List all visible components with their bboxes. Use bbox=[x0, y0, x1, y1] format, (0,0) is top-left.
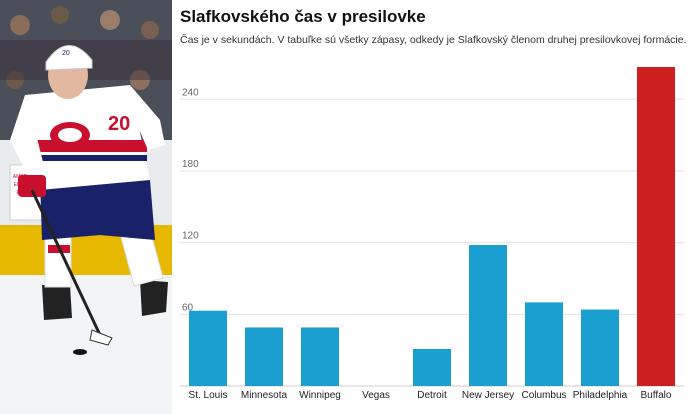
x-tick-label: Vegas bbox=[362, 390, 390, 401]
x-tick-label: Winnipeg bbox=[299, 390, 341, 401]
chart-title: Slafkovského čas v presilovke bbox=[180, 7, 426, 26]
bar-st-louis bbox=[188, 310, 228, 386]
y-tick-label: 120 bbox=[182, 231, 199, 242]
x-tick-label: St. Louis bbox=[189, 390, 228, 401]
bar-buffalo bbox=[636, 67, 676, 386]
x-tick-label: Columbus bbox=[521, 390, 566, 401]
y-tick-label: 60 bbox=[182, 302, 194, 313]
bar-new-jersey bbox=[468, 245, 508, 386]
x-tick-label: Philadelphia bbox=[573, 390, 628, 401]
svg-text:20: 20 bbox=[62, 50, 70, 57]
bar-philadelphia bbox=[580, 309, 620, 386]
svg-text:20: 20 bbox=[108, 113, 130, 135]
x-tick-label: New Jersey bbox=[462, 390, 514, 401]
y-tick-label: 180 bbox=[182, 159, 199, 170]
y-tick-label: 240 bbox=[182, 87, 199, 98]
bar-winnipeg bbox=[300, 327, 340, 386]
chart-subtitle: Čas je v sekundách. V tabuľke sú všetky … bbox=[180, 34, 687, 46]
x-tick-label: Buffalo bbox=[641, 390, 672, 401]
hockey-player-photo: AMERICAN ELECTRIC POWER 20 20 bbox=[0, 0, 172, 414]
bar-chart: 60 120 180 240 St. Louis Minnesota Winnipeg Veg… bbox=[180, 67, 684, 401]
bar-minnesota bbox=[244, 327, 284, 386]
x-tick-label: Minnesota bbox=[241, 390, 288, 401]
x-tick-label: Detroit bbox=[417, 390, 447, 401]
bar-detroit bbox=[412, 348, 452, 386]
bar-columbus bbox=[524, 302, 564, 386]
